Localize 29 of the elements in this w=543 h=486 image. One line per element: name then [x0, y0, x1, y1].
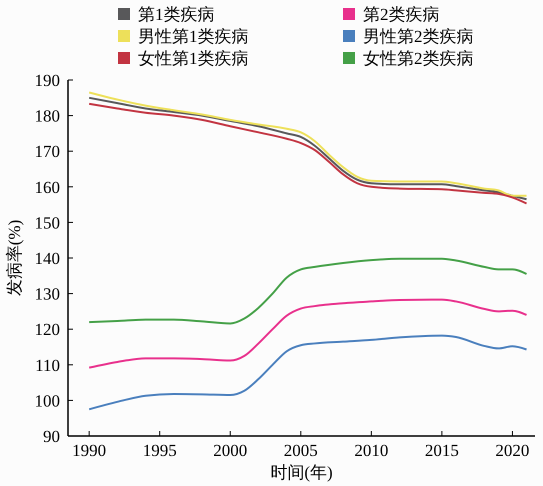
line-series — [88, 258, 528, 325]
legend-label: 男性第1类疾病 — [138, 27, 248, 46]
x-tick-label: 1995 — [142, 441, 177, 460]
x-tick-label: 2020 — [495, 441, 530, 460]
legend-label: 男性第2类疾病 — [363, 27, 474, 46]
y-tick-label: 90 — [43, 427, 60, 446]
y-tick-label: 130 — [34, 284, 60, 304]
y-axis-title: 发病率(%) — [5, 220, 24, 296]
y-tick-label: 180 — [34, 106, 60, 126]
legend-label: 第1类疾病 — [138, 5, 214, 24]
line-series — [88, 298, 528, 369]
x-tick-label: 1990 — [72, 441, 106, 460]
y-tick-label: 150 — [34, 213, 60, 232]
y-tick-label: 100 — [34, 391, 60, 410]
y-tick-label: 160 — [34, 178, 60, 197]
legend-label: 女性第1类疾病 — [138, 49, 248, 68]
x-axis-title: 时间(年) — [270, 463, 333, 482]
x-tick-label: 2005 — [284, 441, 318, 460]
y-tick-label: 190 — [34, 71, 60, 90]
line-series — [88, 334, 528, 410]
y-tick-label: 140 — [34, 249, 60, 268]
x-tick-label: 2010 — [354, 441, 388, 460]
x-tick-label: 2000 — [213, 441, 248, 460]
legend-label: 第2类疾病 — [363, 5, 440, 24]
y-tick-label: 120 — [34, 320, 60, 340]
y-tick-label: 110 — [35, 356, 60, 375]
y-tick-label: 170 — [34, 142, 60, 162]
legend-label: 女性第2类疾病 — [363, 49, 474, 68]
x-tick-label: 2015 — [424, 441, 459, 460]
